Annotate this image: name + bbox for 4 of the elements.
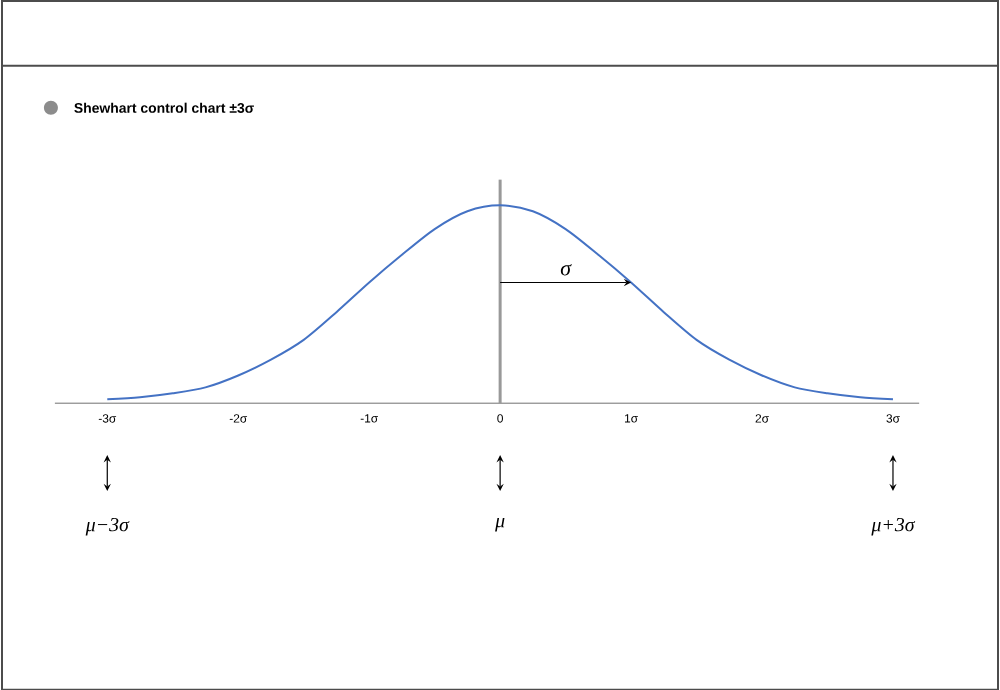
text: μ+3σ xyxy=(871,517,916,536)
annotation: σ xyxy=(560,263,572,276)
text: μ−3σ xyxy=(85,517,130,536)
text: μ xyxy=(495,517,505,532)
